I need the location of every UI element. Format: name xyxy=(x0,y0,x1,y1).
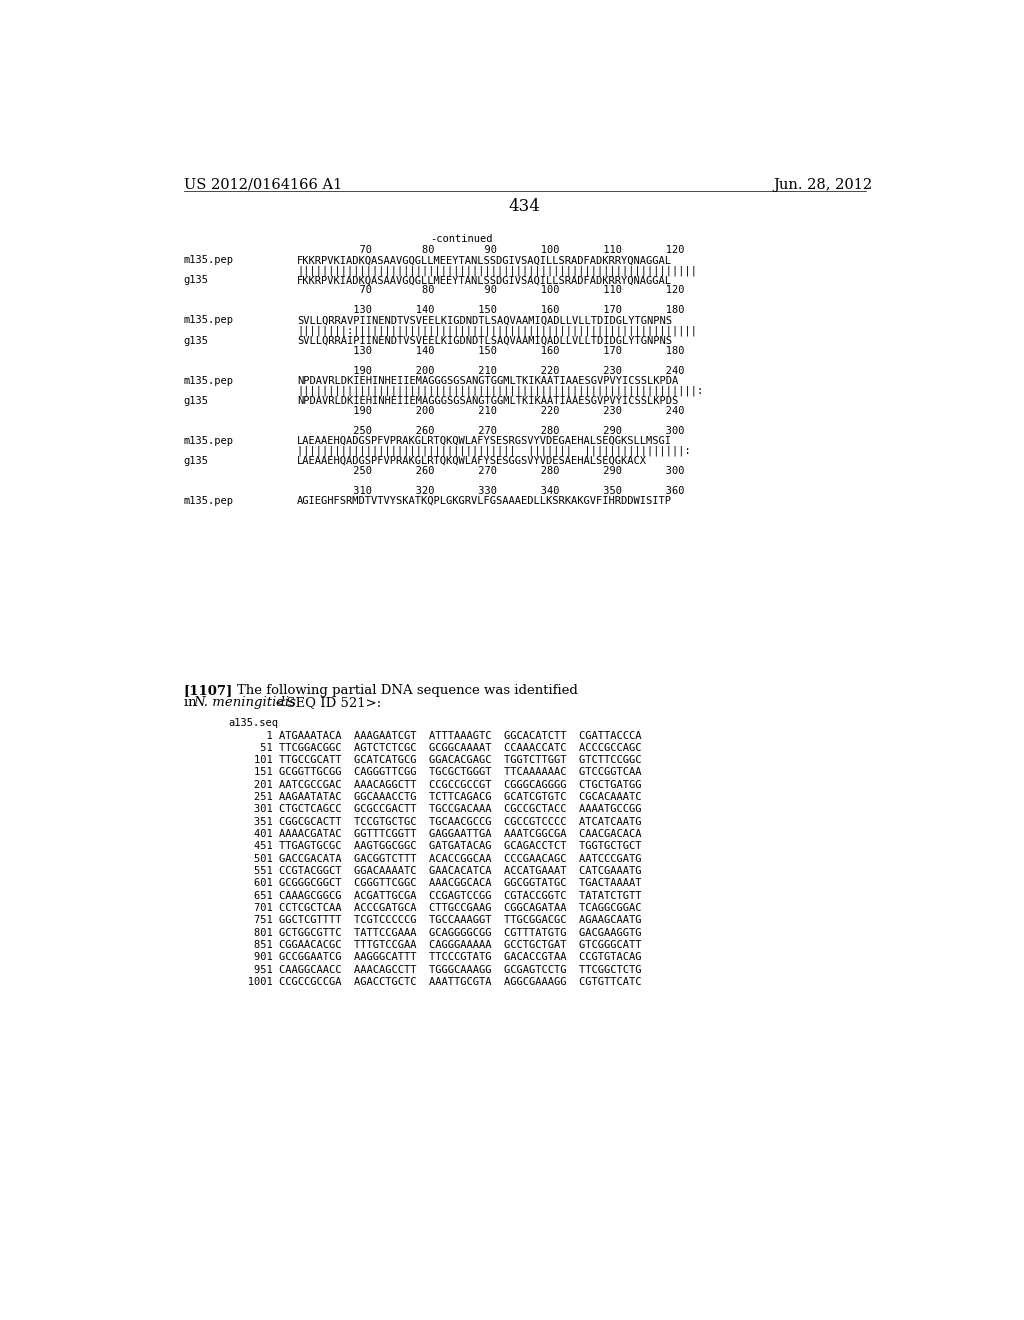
Text: AGIEGHFSRMDTVTVYSKATKQPLGKGRVLFGSAAAEDLLKSRKAKGVFIHRDDWISITP: AGIEGHFSRMDTVTVYSKATKQPLGKGRVLFGSAAAEDLL… xyxy=(297,496,672,506)
Text: [1107]: [1107] xyxy=(183,684,233,697)
Text: 551 CCGTACGGCT  GGACAAAATC  GAACACATCA  ACCATGAAAT  CATCGAAATG: 551 CCGTACGGCT GGACAAAATC GAACACATCA ACC… xyxy=(228,866,641,876)
Text: SVLLQRRAIPIINENDTVSVEELKIGDNDTLSAQVAAMIQADLLVLLTDIDGLYTGNPNS: SVLLQRRAIPIINENDTVSVEELKIGDNDTLSAQVAAMIQ… xyxy=(297,335,672,346)
Text: NPDAVRLDKIEHINHEIIEMAGGGSGSANGTGGMLTKIKAATIAAESGVPVYICSSLKPDA: NPDAVRLDKIEHINHEIIEMAGGGSGSANGTGGMLTKIKA… xyxy=(297,376,678,385)
Text: m135.pep: m135.pep xyxy=(183,376,233,385)
Text: g135: g135 xyxy=(183,335,209,346)
Text: g135: g135 xyxy=(183,276,209,285)
Text: m135.pep: m135.pep xyxy=(183,315,233,326)
Text: ||||||||:|||||||||||||||||||||||||||||||||||||||||||||||||||||||: ||||||||:|||||||||||||||||||||||||||||||… xyxy=(297,326,697,337)
Text: FKKRPVKIADKQASAAVGQGLLMEEYTANLSSDGIVSAQILLSRADFADKRRYQNAGGAL: FKKRPVKIADKQASAAVGQGLLMEEYTANLSSDGIVSAQI… xyxy=(297,276,672,285)
Text: US 2012/0164166 A1: US 2012/0164166 A1 xyxy=(183,178,342,191)
Text: in: in xyxy=(183,696,201,709)
Text: g135: g135 xyxy=(183,455,209,466)
Text: 310       320       330       340       350       360: 310 320 330 340 350 360 xyxy=(297,486,684,495)
Text: -continued: -continued xyxy=(430,234,493,244)
Text: 451 TTGAGTGCGC  AAGTGGCGGC  GATGATACAG  GCAGACCTCT  TGGTGCTGCT: 451 TTGAGTGCGC AAGTGGCGGC GATGATACAG GCA… xyxy=(228,841,641,851)
Text: SVLLQRRAVPIINENDTVSVEELKIGDNDTLSAQVAAMIQADLLVLLTDIDGLYTGNPNS: SVLLQRRAVPIINENDTVSVEELKIGDNDTLSAQVAAMIQ… xyxy=(297,315,672,326)
Text: <SEQ ID 521>:: <SEQ ID 521>: xyxy=(271,696,382,709)
Text: 501 GACCGACATA  GACGGTCTTT  ACACCGGCAA  CCCGAACAGC  AATCCCGATG: 501 GACCGACATA GACGGTCTTT ACACCGGCAA CCC… xyxy=(228,854,641,863)
Text: ||||||||||||||||||||||||||||||||||||||||||||||||||||||||||||||||:: ||||||||||||||||||||||||||||||||||||||||… xyxy=(297,385,703,396)
Text: |||||||||||||||||||||||||||||||||||  |||||||  ||||||||||||||||:: ||||||||||||||||||||||||||||||||||| ||||… xyxy=(297,446,691,457)
Text: 201 AATCGCCGAC  AAACAGGCTT  CCGCCGCCGT  CGGGCAGGGG  CTGCTGATGG: 201 AATCGCCGAC AAACAGGCTT CCGCCGCCGT CGG… xyxy=(228,780,641,789)
Text: 190       200       210       220       230       240: 190 200 210 220 230 240 xyxy=(297,366,684,375)
Text: Jun. 28, 2012: Jun. 28, 2012 xyxy=(773,178,872,191)
Text: 1 ATGAAATACA  AAAGAATCGT  ATTTAAAGTC  GGCACATCTT  CGATTACCCA: 1 ATGAAATACA AAAGAATCGT ATTTAAAGTC GGCAC… xyxy=(228,730,641,741)
Text: 51 TTCGGACGGC  AGTCTCTCGC  GCGGCAAAAT  CCAAACCATC  ACCCGCCAGC: 51 TTCGGACGGC AGTCTCTCGC GCGGCAAAAT CCAA… xyxy=(228,743,641,752)
Text: 301 CTGCTCAGCC  GCGCCGACTT  TGCCGACAAA  CGCCGCTACC  AAAATGCCGG: 301 CTGCTCAGCC GCGCCGACTT TGCCGACAAA CGC… xyxy=(228,804,641,814)
Text: m135.pep: m135.pep xyxy=(183,496,233,506)
Text: N. meningitidis: N. meningitidis xyxy=(194,696,296,709)
Text: 151 GCGGTTGCGG  CAGGGTTCGG  TGCGCTGGGT  TTCAAAAAAC  GTCCGGTCAA: 151 GCGGTTGCGG CAGGGTTCGG TGCGCTGGGT TTC… xyxy=(228,767,641,777)
Text: 751 GGCTCGTTTT  TCGTCCCCCG  TGCCAAAGGT  TTGCGGACGC  AGAAGCAATG: 751 GGCTCGTTTT TCGTCCCCCG TGCCAAAGGT TTG… xyxy=(228,915,641,925)
Text: 251 AAGAATATAC  GGCAAACCTG  TCTTCAGACG  GCATCGTGTC  CGCACAAATC: 251 AAGAATATAC GGCAAACCTG TCTTCAGACG GCA… xyxy=(228,792,641,803)
Text: 601 GCGGGCGGCT  CGGGTTCGGC  AAACGGCACA  GGCGGTATGC  TGACTAAAAT: 601 GCGGGCGGCT CGGGTTCGGC AAACGGCACA GGC… xyxy=(228,878,641,888)
Text: 250       260       270       280       290       300: 250 260 270 280 290 300 xyxy=(297,425,684,436)
Text: 651 CAAAGCGGCG  ACGATTGCGA  CCGAGTCCGG  CGTACCGGTC  TATATCTGTT: 651 CAAAGCGGCG ACGATTGCGA CCGAGTCCGG CGT… xyxy=(228,891,641,900)
Text: 401 AAAACGATAC  GGTTTCGGTT  GAGGAATTGA  AAATCGGCGA  CAACGACACA: 401 AAAACGATAC GGTTTCGGTT GAGGAATTGA AAA… xyxy=(228,829,641,840)
Text: a135.seq: a135.seq xyxy=(228,718,279,729)
Text: The following partial DNA sequence was identified: The following partial DNA sequence was i… xyxy=(220,684,579,697)
Text: 351 CGGCGCACTT  TCCGTGCTGC  TGCAACGCCG  CGCCGTCCCC  ATCATCAATG: 351 CGGCGCACTT TCCGTGCTGC TGCAACGCCG CGC… xyxy=(228,817,641,826)
Text: 70        80        90       100       110       120: 70 80 90 100 110 120 xyxy=(297,246,684,255)
Text: 190       200       210       220       230       240: 190 200 210 220 230 240 xyxy=(297,405,684,416)
Text: 250       260       270       280       290       300: 250 260 270 280 290 300 xyxy=(297,466,684,475)
Text: 701 CCTCGCTCAA  ACCCGATGCA  CTTGCCGAAG  CGGCAGATAA  TCAGGCGGAC: 701 CCTCGCTCAA ACCCGATGCA CTTGCCGAAG CGG… xyxy=(228,903,641,913)
Text: 901 GCCGGAATCG  AAGGGCATTT  TTCCCGTATG  GACACCGTAA  CCGTGTACAG: 901 GCCGGAATCG AAGGGCATTT TTCCCGTATG GAC… xyxy=(228,952,641,962)
Text: m135.pep: m135.pep xyxy=(183,256,233,265)
Text: m135.pep: m135.pep xyxy=(183,436,233,446)
Text: FKKRPVKIADKQASAAVGQGLLMEEYTANLSSDGIVSAQILLSRADFADKRRYQNAGGAL: FKKRPVKIADKQASAAVGQGLLMEEYTANLSSDGIVSAQI… xyxy=(297,256,672,265)
Text: 70        80        90       100       110       120: 70 80 90 100 110 120 xyxy=(297,285,684,296)
Text: 130       140       150       160       170       180: 130 140 150 160 170 180 xyxy=(297,346,684,355)
Text: 951 CAAGGCAACC  AAACAGCCTT  TGGGCAAAGG  GCGAGTCCTG  TTCGGCTCTG: 951 CAAGGCAACC AAACAGCCTT TGGGCAAAGG GCG… xyxy=(228,965,641,974)
Text: 851 CGGAACACGC  TTTGTCCGAA  CAGGGAAAAA  GCCTGCTGAT  GTCGGGCATT: 851 CGGAACACGC TTTGTCCGAA CAGGGAAAAA GCC… xyxy=(228,940,641,950)
Text: 101 TTGCCGCATT  GCATCATGCG  GGACACGAGC  TGGTCTTGGT  GTCTTCCGGC: 101 TTGCCGCATT GCATCATGCG GGACACGAGC TGG… xyxy=(228,755,641,766)
Text: 130       140       150       160       170       180: 130 140 150 160 170 180 xyxy=(297,305,684,315)
Text: 801 GCTGGCGTTC  TATTCCGAAA  GCAGGGGCGG  CGTTTATGTG  GACGAAGGTG: 801 GCTGGCGTTC TATTCCGAAA GCAGGGGCGG CGT… xyxy=(228,928,641,937)
Text: NPDAVRLDKIEHINHEIIEMAGGGSGSANGTGGMLTKIKAATIAAESGVPVYICSSLKPDS: NPDAVRLDKIEHINHEIIEMAGGGSGSANGTGGMLTKIKA… xyxy=(297,396,678,405)
Text: ||||||||||||||||||||||||||||||||||||||||||||||||||||||||||||||||: ||||||||||||||||||||||||||||||||||||||||… xyxy=(297,265,697,276)
Text: LAEAAEHQADGSPFVPRAKGLRTQKQWLAFYSESGGSVYVDESAEHALSEQGKACX: LAEAAEHQADGSPFVPRAKGLRTQKQWLAFYSESGGSVYV… xyxy=(297,455,647,466)
Text: 434: 434 xyxy=(509,198,541,215)
Text: g135: g135 xyxy=(183,396,209,405)
Text: 1001 CCGCCGCCGA  AGACCTGCTC  AAATTGCGTA  AGGCGAAAGG  CGTGTTCATC: 1001 CCGCCGCCGA AGACCTGCTC AAATTGCGTA AG… xyxy=(228,977,641,987)
Text: LAEAAEHQADGSPFVPRAKGLRTQKQWLAFYSESRGSVYVDEGAEHALSEQGKSLLMSGI: LAEAAEHQADGSPFVPRAKGLRTQKQWLAFYSESRGSVYV… xyxy=(297,436,672,446)
